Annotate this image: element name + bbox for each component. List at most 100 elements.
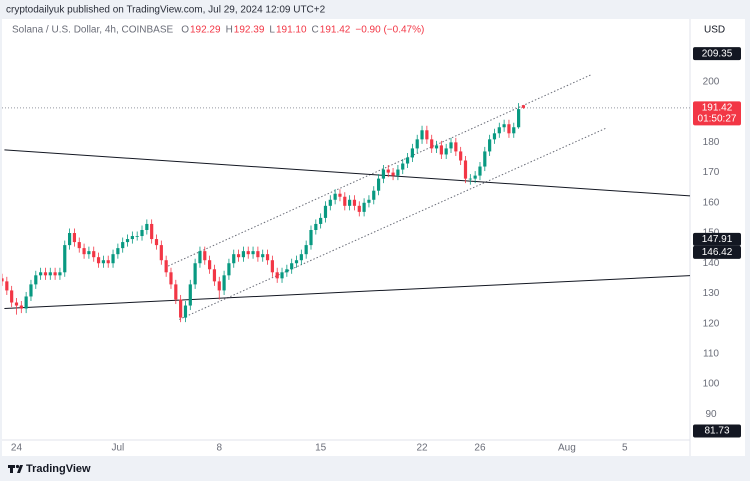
- candle-body: [217, 281, 221, 291]
- candle-body: [502, 124, 506, 128]
- candle-body: [492, 133, 497, 140]
- candle-body: [222, 275, 226, 291]
- ohlc-key: O: [181, 25, 189, 36]
- candle-body: [367, 199, 371, 203]
- candle-body: [106, 260, 110, 264]
- x-tick-label: 22: [416, 443, 428, 454]
- candle-body: [101, 260, 105, 264]
- candle-body: [473, 175, 477, 179]
- candle-body: [420, 130, 424, 140]
- candle-body: [159, 245, 163, 261]
- ohlc-value: 191.42: [320, 25, 351, 36]
- price-label: 209.35: [702, 48, 733, 59]
- brand-logo: [8, 464, 23, 473]
- candle-body: [270, 260, 274, 273]
- candle-body: [150, 223, 154, 240]
- x-tick-label: 26: [474, 443, 486, 454]
- candle-body: [401, 163, 405, 170]
- candle-body: [304, 245, 308, 255]
- candle-body: [130, 236, 134, 240]
- candle-body: [463, 160, 468, 179]
- x-tick-label: Jul: [111, 443, 124, 454]
- trendline: [4, 149, 690, 197]
- candle-body: [459, 151, 463, 161]
- candle-body: [299, 254, 303, 261]
- candle-body: [24, 296, 28, 309]
- price-label-box: [693, 424, 741, 438]
- candle-body: [434, 145, 439, 149]
- y-tick-label: 100: [703, 379, 720, 390]
- candle-body: [285, 269, 289, 273]
- attribution: cryptodailyuk published on TradingView.c…: [6, 5, 326, 16]
- ohlc-key: C: [312, 25, 319, 36]
- trendline: [4, 275, 690, 310]
- candle-body: [82, 248, 86, 255]
- candle-body: [67, 233, 72, 246]
- candle-body: [348, 199, 352, 206]
- candle-body: [116, 248, 120, 255]
- candle-body: [478, 166, 482, 176]
- candle-body: [372, 190, 376, 200]
- candle-body: [5, 281, 9, 291]
- candle-body: [179, 299, 183, 318]
- candle-body: [449, 142, 453, 149]
- y-tick-label: 200: [703, 77, 720, 88]
- candle-body: [58, 272, 62, 276]
- candle-body: [444, 148, 448, 155]
- y-tick-label: 170: [703, 167, 720, 178]
- candle-body: [439, 145, 443, 155]
- candle-body: [357, 205, 361, 212]
- ohlc-key: H: [226, 25, 233, 36]
- ohlc-value: 192.39: [234, 25, 265, 36]
- x-tick-label: 8: [216, 443, 222, 454]
- candle-body: [111, 254, 115, 264]
- price-label: 146.42: [702, 247, 733, 258]
- candle-body: [352, 199, 357, 206]
- candle-body: [135, 236, 139, 237]
- candle-body: [343, 196, 347, 206]
- candle-body: [34, 275, 38, 285]
- candle-body: [261, 254, 265, 258]
- plot: [2, 74, 690, 323]
- chart-panel: [2, 19, 745, 456]
- x-tick-label: 24: [11, 443, 23, 454]
- candle-body: [212, 269, 217, 282]
- candle-body: [483, 151, 487, 167]
- candle-body: [338, 193, 342, 197]
- candle-body: [507, 124, 511, 134]
- candle-body: [512, 127, 516, 134]
- currency: USD: [704, 25, 725, 36]
- candle-body: [43, 272, 48, 276]
- ohlc-value: 192.29: [190, 25, 221, 36]
- trendline: [178, 127, 607, 320]
- candle-body: [256, 251, 260, 258]
- candle-body: [454, 142, 458, 152]
- y-tick-label: 90: [705, 409, 717, 420]
- candle-body: [145, 223, 149, 230]
- last-price-box: [693, 101, 741, 126]
- candle-body: [430, 139, 434, 149]
- candle-body: [198, 251, 202, 264]
- candle-body: [236, 254, 241, 258]
- candle-body: [333, 193, 337, 200]
- candle-body: [63, 245, 67, 273]
- candle-body: [309, 229, 313, 246]
- candle-body: [294, 260, 299, 264]
- candle-body: [241, 251, 246, 258]
- candle-body: [169, 272, 173, 285]
- candle-body: [396, 169, 400, 176]
- candle-body: [246, 251, 250, 255]
- candle-body: [314, 223, 318, 230]
- ohlc-key: L: [269, 25, 275, 36]
- candle-body: [497, 127, 501, 134]
- candle-body: [125, 239, 130, 243]
- candle-body: [391, 172, 395, 176]
- candle-body: [183, 305, 188, 318]
- change: −0.90 (−0.47%): [355, 25, 424, 36]
- candle-body: [140, 229, 144, 237]
- candle-body: [72, 233, 77, 243]
- price-label: 147.91: [702, 234, 733, 245]
- candle-body: [275, 272, 279, 279]
- candle-body: [323, 205, 328, 218]
